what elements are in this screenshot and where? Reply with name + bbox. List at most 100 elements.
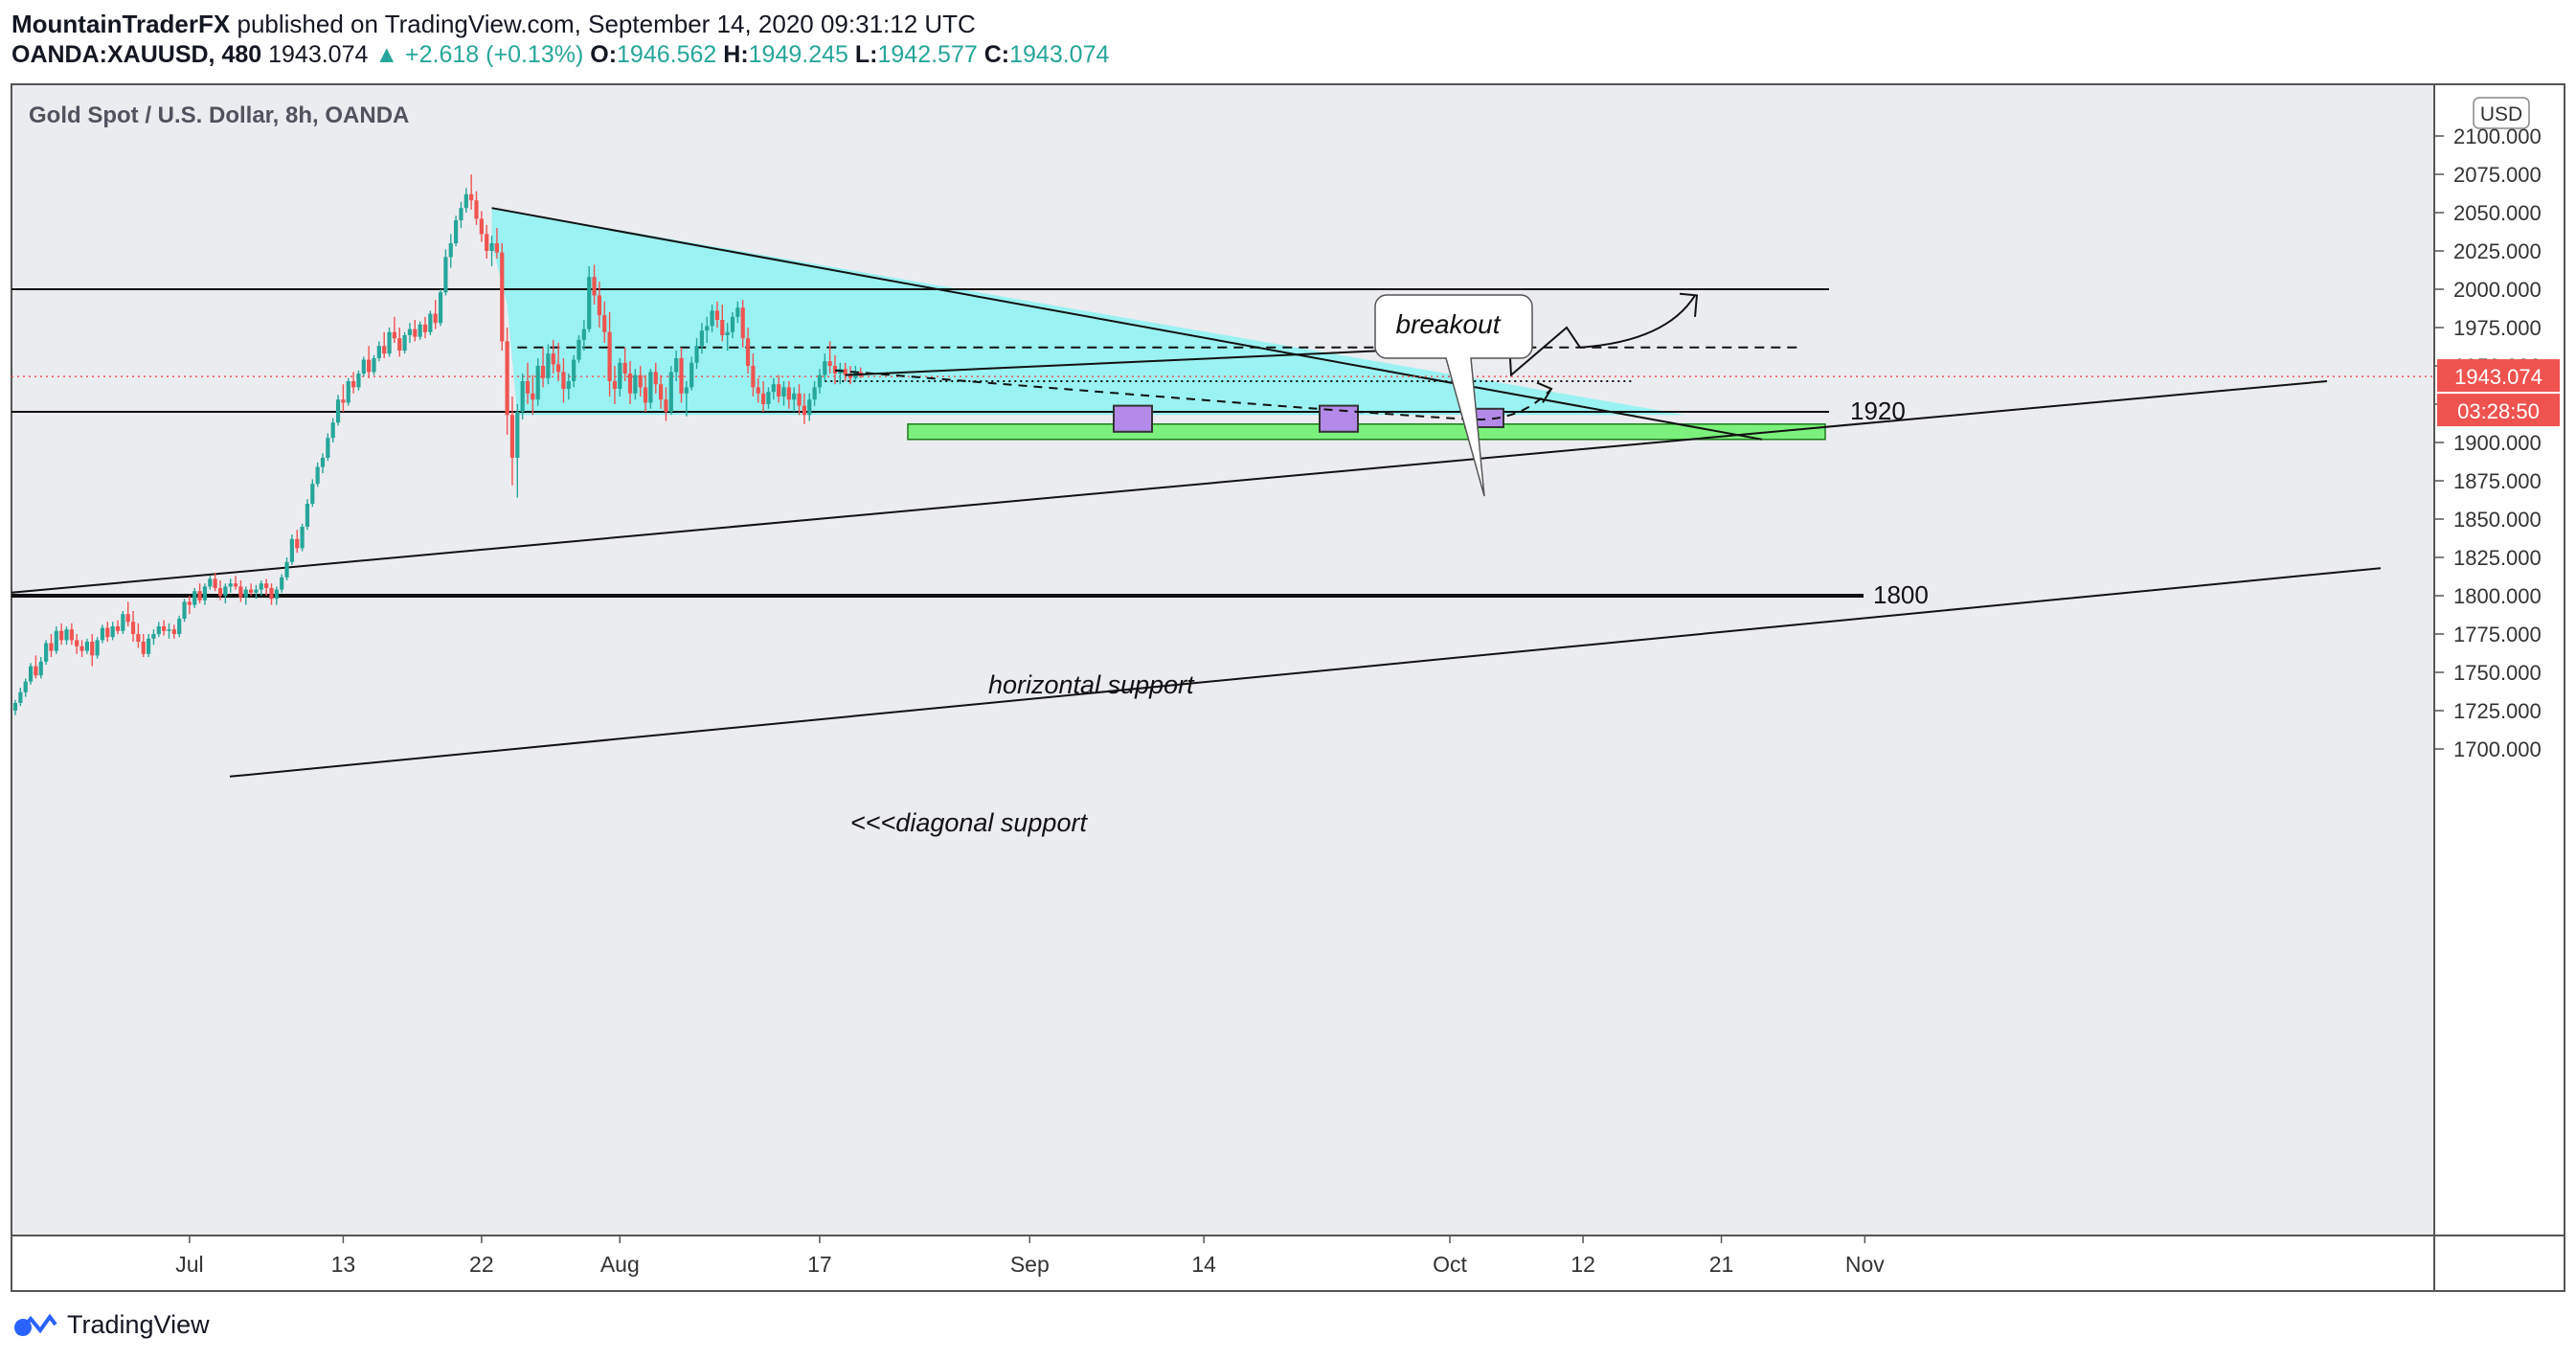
candle[interactable]: [335, 395, 341, 426]
candle[interactable]: [49, 634, 54, 657]
candle[interactable]: [827, 341, 832, 374]
candle[interactable]: [392, 316, 396, 343]
candle[interactable]: [648, 369, 653, 409]
candle[interactable]: [367, 346, 372, 378]
candle[interactable]: [505, 328, 509, 435]
candle[interactable]: [607, 312, 612, 397]
candle[interactable]: [653, 362, 658, 394]
candle[interactable]: [177, 615, 182, 638]
candle[interactable]: [761, 381, 766, 412]
candle[interactable]: [474, 191, 479, 225]
candle[interactable]: [28, 663, 34, 685]
candle[interactable]: [130, 611, 136, 642]
candle[interactable]: [832, 354, 838, 385]
candle[interactable]: [264, 578, 269, 596]
candle[interactable]: [387, 328, 392, 357]
candle[interactable]: [459, 201, 463, 228]
candle[interactable]: [668, 366, 673, 416]
candle[interactable]: [781, 381, 786, 406]
candle[interactable]: [284, 557, 289, 580]
candle[interactable]: [710, 305, 714, 332]
candle[interactable]: [125, 601, 130, 626]
candle[interactable]: [766, 387, 771, 409]
candle[interactable]: [238, 580, 243, 602]
candle[interactable]: [807, 393, 812, 421]
candle[interactable]: [674, 351, 679, 381]
symbol-label[interactable]: OANDA:XAUUSD, 480: [11, 41, 262, 68]
candle[interactable]: [535, 358, 540, 406]
candle[interactable]: [694, 338, 699, 370]
candle[interactable]: [100, 624, 105, 644]
candle[interactable]: [351, 372, 356, 394]
candle[interactable]: [110, 622, 115, 641]
candle[interactable]: [817, 369, 823, 394]
candle[interactable]: [531, 374, 535, 416]
candle[interactable]: [756, 377, 760, 403]
candle[interactable]: [494, 228, 499, 259]
candle[interactable]: [740, 300, 745, 348]
candle[interactable]: [18, 688, 23, 707]
candle[interactable]: [295, 530, 300, 554]
candle[interactable]: [54, 626, 58, 654]
candle[interactable]: [843, 362, 847, 381]
footer-brand[interactable]: TradingView: [67, 1310, 210, 1339]
candle[interactable]: [202, 583, 208, 605]
candle[interactable]: [330, 418, 335, 442]
candle[interactable]: [572, 354, 576, 388]
candle[interactable]: [356, 370, 361, 391]
diagonal-support-lower[interactable]: [229, 567, 2382, 778]
candle[interactable]: [151, 629, 156, 646]
candle[interactable]: [23, 678, 28, 697]
candle[interactable]: [75, 634, 79, 654]
candle[interactable]: [581, 320, 586, 351]
candle[interactable]: [525, 362, 531, 404]
candle[interactable]: [382, 331, 387, 358]
price-axis[interactable]: [2433, 83, 2565, 1236]
candle[interactable]: [540, 347, 546, 388]
candle[interactable]: [566, 374, 571, 400]
candle[interactable]: [223, 583, 228, 603]
candle[interactable]: [802, 393, 806, 424]
candle[interactable]: [320, 453, 326, 473]
candle[interactable]: [705, 316, 710, 343]
candle[interactable]: [725, 323, 730, 351]
candle[interactable]: [438, 289, 443, 327]
candle[interactable]: [95, 637, 100, 659]
candle[interactable]: [372, 354, 376, 375]
candle[interactable]: [479, 211, 484, 242]
candle[interactable]: [228, 578, 233, 593]
candle[interactable]: [730, 312, 735, 339]
candle[interactable]: [289, 534, 294, 565]
candle[interactable]: [249, 583, 254, 596]
time-axis[interactable]: [11, 1235, 2435, 1292]
candle[interactable]: [597, 282, 601, 328]
candle[interactable]: [310, 479, 315, 508]
diagonal-support-upper[interactable]: [11, 380, 2328, 594]
candle[interactable]: [326, 433, 330, 462]
candle[interactable]: [254, 584, 259, 600]
candle[interactable]: [59, 623, 64, 646]
candle[interactable]: [602, 301, 607, 343]
candle[interactable]: [576, 335, 581, 363]
candle[interactable]: [618, 358, 622, 397]
candle[interactable]: [259, 580, 263, 596]
candle[interactable]: [208, 576, 213, 590]
candle[interactable]: [136, 623, 141, 648]
candle[interactable]: [643, 374, 648, 412]
candle[interactable]: [520, 374, 525, 419]
candle[interactable]: [147, 634, 151, 657]
breakout-target-curve[interactable]: [1579, 294, 1696, 349]
candle[interactable]: [187, 596, 192, 615]
candle[interactable]: [500, 243, 505, 351]
candle[interactable]: [213, 573, 217, 592]
candle[interactable]: [745, 328, 751, 374]
candle[interactable]: [792, 387, 797, 412]
candle[interactable]: [407, 323, 413, 343]
candle[interactable]: [34, 655, 38, 679]
candle[interactable]: [823, 353, 827, 381]
candle[interactable]: [305, 499, 310, 531]
candle[interactable]: [243, 586, 248, 605]
candle[interactable]: [418, 321, 422, 340]
candle[interactable]: [638, 366, 643, 397]
candle[interactable]: [720, 305, 725, 342]
